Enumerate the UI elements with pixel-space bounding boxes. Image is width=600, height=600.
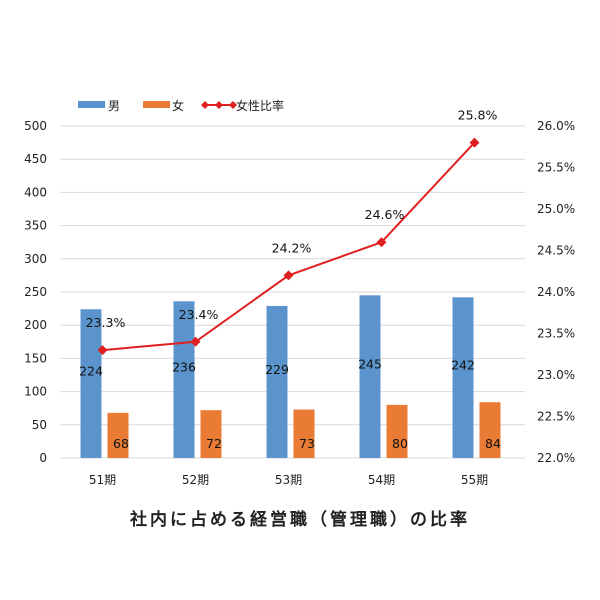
right-tick-label: 22.5%: [537, 410, 575, 424]
legend-swatch-male: [78, 101, 105, 108]
right-tick-label: 23.0%: [537, 368, 575, 382]
bar-female-label: 73: [299, 436, 315, 451]
bar-female: [479, 402, 501, 458]
left-tick-label: 500: [24, 119, 47, 133]
left-tick-label: 450: [24, 152, 47, 166]
left-tick-label: 300: [24, 252, 47, 266]
bar-male-label: 236: [172, 360, 196, 375]
legend-marker: [201, 101, 209, 109]
legend-marker: [229, 101, 237, 109]
legend-label-male: 男: [108, 99, 120, 113]
bar-male-label: 245: [358, 357, 382, 372]
right-tick-label: 25.5%: [537, 161, 575, 175]
bar-female-label: 84: [485, 436, 501, 451]
bar-male-label: 242: [451, 358, 475, 373]
bar-female-label: 80: [392, 436, 408, 451]
right-tick-label: 26.0%: [537, 119, 575, 133]
legend-swatch-female: [143, 101, 170, 108]
left-tick-label: 0: [39, 451, 47, 465]
bar-male: [452, 297, 474, 458]
left-tick-label: 150: [24, 351, 47, 365]
bar-female: [107, 412, 129, 458]
bar-male-label: 224: [79, 364, 103, 379]
left-tick-label: 350: [24, 219, 47, 233]
bar-male-label: 229: [265, 362, 289, 377]
line-marker: [376, 237, 387, 248]
x-tick-label: 54期: [368, 473, 395, 487]
right-tick-label: 23.5%: [537, 327, 575, 341]
bar-male: [266, 305, 288, 458]
x-tick-label: 55期: [461, 473, 488, 487]
x-tick-label: 53期: [275, 473, 302, 487]
left-tick-label: 200: [24, 318, 47, 332]
right-tick-label: 25.0%: [537, 202, 575, 216]
right-tick-label: 22.0%: [537, 451, 575, 465]
left-tick-label: 50: [32, 418, 47, 432]
legend-marker: [215, 101, 223, 109]
line-marker: [190, 336, 201, 347]
bar-female: [293, 409, 315, 458]
line-marker: [469, 137, 480, 148]
line-data-label: 25.8%: [458, 108, 498, 123]
bar-female-label: 72: [206, 436, 222, 451]
bar-female-label: 68: [113, 436, 129, 451]
x-tick-label: 52期: [182, 473, 209, 487]
line-data-label: 23.4%: [179, 307, 219, 322]
legend-label-female: 女: [172, 98, 184, 113]
left-tick-label: 250: [24, 285, 47, 299]
left-tick-label: 100: [24, 385, 47, 399]
line-data-label: 23.3%: [86, 315, 126, 330]
legend-label-ratio: 女性比率: [236, 98, 284, 113]
line-data-label: 24.6%: [365, 207, 405, 222]
right-tick-label: 24.5%: [537, 244, 575, 258]
chart-title: 社内に占める経営職（管理職）の比率: [130, 510, 470, 530]
line-data-label: 24.2%: [272, 240, 312, 255]
line-marker: [97, 345, 108, 356]
bar-female: [386, 404, 408, 458]
left-tick-label: 400: [24, 185, 47, 199]
line-marker: [283, 270, 294, 281]
bar-male: [80, 309, 102, 458]
x-tick-label: 51期: [89, 473, 116, 487]
right-tick-label: 24.0%: [537, 285, 575, 299]
bar-male: [173, 301, 195, 458]
bar-female: [200, 410, 222, 458]
bar-male: [359, 295, 381, 458]
